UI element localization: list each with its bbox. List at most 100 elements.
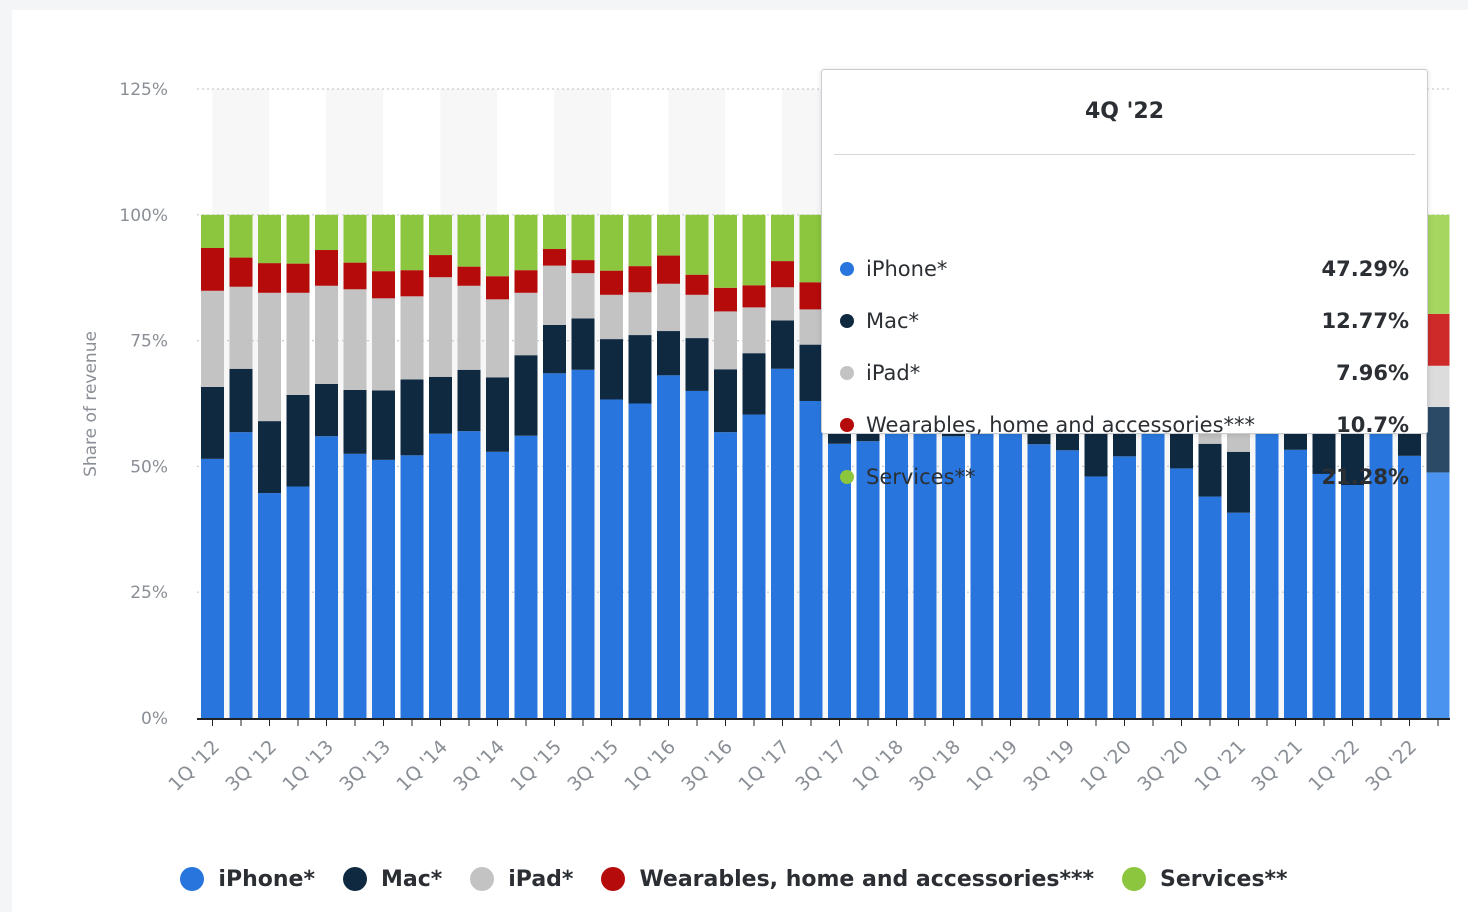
bar-segment	[714, 369, 737, 433]
bar-segment	[343, 453, 367, 718]
bar-segment	[771, 287, 794, 321]
legend-item-wearables[interactable]: Wearables, home and accessories***	[601, 867, 1094, 892]
bar-segment	[343, 389, 367, 454]
legend-label: iPad*	[508, 866, 574, 892]
legend-label: Mac*	[380, 866, 443, 892]
bar-segment	[1369, 423, 1393, 718]
tooltip-value: 47.29%	[1321, 257, 1409, 281]
bar-segment	[1341, 485, 1364, 718]
bar-segment	[543, 325, 566, 374]
bar-segment	[714, 287, 737, 312]
bar-segment	[429, 214, 452, 256]
services-dot-icon	[840, 470, 854, 484]
bar-segment	[457, 266, 481, 286]
bar-segment	[543, 373, 566, 718]
bar-segment	[372, 271, 395, 299]
y-tick-label: 75%	[130, 332, 168, 352]
legend-item-services[interactable]: Services**	[1121, 867, 1288, 892]
x-tick-label: 1Q '16	[620, 736, 680, 796]
x-tick-label: 1Q '13	[278, 736, 338, 796]
bar-segment	[514, 292, 538, 356]
tooltip-row-wearables: Wearables, home and accessories*** 10.7%	[840, 410, 1409, 440]
bar-segment	[885, 412, 908, 718]
mac-legend-dot-icon	[342, 867, 367, 891]
bar-segment	[1426, 214, 1450, 314]
bar-segment	[685, 338, 709, 391]
bar-segment	[1084, 476, 1108, 718]
tooltip-row-mac: Mac* 12.77%	[840, 306, 1409, 336]
bar-segment	[1426, 365, 1450, 408]
bar-segment	[1084, 426, 1108, 477]
bar-segment	[799, 309, 823, 345]
legend-item-ipad[interactable]: iPad*	[470, 867, 573, 892]
chart-legend: iPhone* Mac* iPad* Wearables, home and a…	[0, 862, 1468, 896]
bar-segment	[999, 403, 1022, 718]
bar-segment	[600, 399, 623, 718]
bar-segment	[229, 257, 253, 287]
bar-segment	[229, 214, 253, 258]
bar-segment	[457, 214, 481, 267]
bar-segment	[258, 292, 281, 422]
bar-segment	[742, 353, 766, 415]
bar-segment	[457, 431, 481, 718]
x-tick-label: 3Q '17	[791, 736, 851, 796]
bar-segment	[429, 376, 452, 434]
y-tick-label: 50%	[130, 457, 168, 477]
chart-tooltip: 4Q '22 iPhone* 47.29% Mac* 12.77% iPad* …	[821, 69, 1428, 489]
wearables-legend-dot-icon	[601, 867, 626, 891]
legend-label: Wearables, home and accessories***	[639, 866, 1094, 892]
bar-segment	[286, 263, 310, 293]
bar-segment	[600, 270, 623, 295]
bar-segment	[201, 386, 224, 459]
bar-segment	[400, 214, 424, 271]
bar-segment	[315, 214, 338, 251]
bar-segment	[685, 390, 709, 718]
bar-segment	[799, 214, 823, 283]
bar-segment	[400, 270, 424, 297]
bar-segment	[315, 436, 338, 718]
x-tick-label: 3Q '15	[563, 736, 623, 796]
bar-segment	[229, 432, 253, 718]
bar-segment	[600, 294, 623, 340]
bar-segment	[1284, 449, 1307, 718]
wearables-dot-icon	[840, 418, 854, 432]
tooltip-title: 4Q '22	[834, 70, 1415, 155]
tooltip-value: 12.77%	[1321, 309, 1409, 333]
y-tick-label: 25%	[130, 583, 168, 603]
bar-segment	[628, 214, 652, 267]
tooltip-value: 7.96%	[1336, 361, 1409, 385]
bar-segment	[799, 282, 823, 310]
tooltip-label: Wearables, home and accessories***	[866, 413, 1256, 437]
x-tick-label: 3Q '18	[905, 736, 965, 796]
bar-segment	[771, 320, 794, 369]
bar-segment	[742, 307, 766, 354]
x-tick-label: 3Q '13	[335, 736, 395, 796]
bar-segment	[457, 285, 481, 370]
bar-segment	[372, 459, 395, 718]
bar-segment	[657, 331, 680, 376]
bar-segment	[856, 441, 880, 718]
bar-segment	[201, 458, 224, 718]
legend-item-iphone[interactable]: iPhone*	[180, 867, 315, 892]
bar-segment	[828, 443, 851, 718]
y-tick-label: 125%	[119, 80, 168, 100]
bar-segment	[486, 377, 509, 452]
iphone-legend-dot-icon	[180, 867, 205, 891]
bar-segment	[628, 403, 652, 718]
bar-segment	[657, 214, 680, 256]
bar-segment	[742, 214, 766, 286]
x-tick-label: 1Q '20	[1076, 736, 1136, 796]
bar-segment	[1426, 407, 1450, 473]
bar-segment	[571, 214, 595, 261]
mac-dot-icon	[840, 314, 854, 328]
bar-segment	[657, 283, 680, 332]
bar-segment	[1198, 496, 1222, 718]
legend-item-mac[interactable]: Mac*	[342, 866, 443, 892]
bar-segment	[657, 375, 680, 718]
bar-segment	[543, 265, 566, 326]
x-tick-label: 1Q '19	[962, 736, 1022, 796]
bar-segment	[343, 262, 367, 290]
tooltip-label: iPhone*	[866, 257, 948, 281]
tooltip-label: iPad*	[866, 361, 921, 385]
legend-label: iPhone*	[218, 866, 315, 892]
